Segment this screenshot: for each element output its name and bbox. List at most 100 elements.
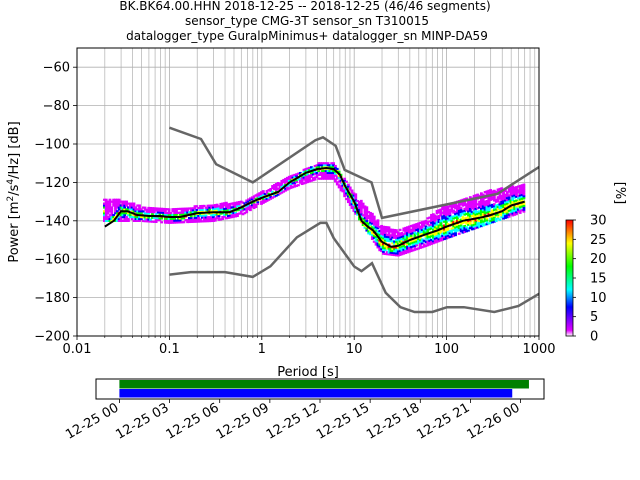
heatmap-cell [252, 197, 256, 200]
heatmap-cell [232, 213, 236, 216]
heatmap-cell [241, 213, 245, 216]
heatmap-cell [104, 200, 108, 203]
heatmap-cell [245, 209, 249, 212]
heatmap-cell [463, 209, 467, 212]
heatmap-cell [319, 177, 323, 180]
heatmap-cell [500, 198, 504, 201]
heatmap-cell [446, 232, 450, 235]
heatmap-cell [413, 239, 417, 242]
heatmap-cell [507, 198, 511, 201]
heatmap-cell [472, 223, 476, 226]
heatmap-cell [439, 221, 443, 225]
heatmap-cell [522, 206, 526, 209]
heatmap-cell [300, 180, 304, 184]
heatmap-cell [127, 202, 130, 205]
heatmap-cell [138, 208, 141, 211]
heatmap-cell [154, 207, 158, 210]
heatmap-cell [165, 211, 169, 215]
heatmap-cell [234, 207, 238, 210]
heatmap-cell [239, 210, 243, 213]
heatmap-cell [419, 237, 422, 240]
heatmap-cell [328, 164, 332, 167]
heatmap-cell [319, 162, 323, 165]
heatmap-cell [123, 214, 127, 217]
heatmap-cell [339, 181, 343, 184]
heatmap-cell [420, 224, 424, 228]
heatmap-cell [278, 184, 282, 188]
heatmap-cell [430, 223, 433, 226]
heatmap-cell [491, 196, 494, 199]
heatmap-cell [130, 217, 134, 221]
heatmap-cell [195, 218, 199, 221]
heatmap-cell [450, 216, 454, 219]
heatmap-cell [406, 247, 409, 250]
heatmap-cell [191, 220, 195, 223]
heatmap-cell [504, 199, 507, 202]
heatmap-cell [457, 209, 461, 212]
heatmap-cell [431, 217, 435, 220]
heatmap-cell [441, 236, 444, 239]
heatmap-cell [455, 204, 459, 207]
heatmap-cell [443, 218, 446, 221]
heatmap-cell [450, 206, 454, 209]
heatmap-cell [228, 214, 232, 217]
heatmap-cell [393, 246, 396, 249]
heatmap-cell [378, 247, 382, 250]
heatmap-cell [435, 232, 439, 236]
heatmap-cell [186, 207, 189, 210]
heatmap-cell [223, 213, 226, 216]
heatmap-cell [459, 224, 463, 227]
heatmap-cell [245, 205, 249, 208]
heatmap-cell [465, 207, 469, 210]
heatmap-cell [108, 202, 112, 205]
heatmap-cell [487, 210, 491, 214]
heatmap-cell [374, 235, 378, 238]
heatmap-cell [121, 202, 125, 205]
heatmap-cell [500, 206, 504, 209]
heatmap-cell [365, 227, 369, 230]
heatmap-cell [210, 214, 213, 217]
heatmap-cell [504, 203, 507, 206]
heatmap-cell [158, 211, 162, 214]
heatmap-cell [391, 251, 395, 254]
heatmap-cell [369, 229, 372, 232]
heatmap-cell [114, 198, 117, 201]
heatmap-cell [413, 235, 417, 238]
heatmap-cell [341, 190, 345, 193]
heatmap-cell [156, 211, 160, 214]
heatmap-cell [208, 218, 212, 221]
heatmap-cell [232, 202, 236, 205]
heatmap-cell [295, 173, 299, 176]
heatmap-cell [361, 218, 365, 221]
heatmap-cell [520, 197, 524, 200]
heatmap-cell [128, 214, 132, 217]
heatmap-cell [245, 207, 249, 210]
heatmap-cell [439, 220, 443, 223]
heatmap-cell [365, 208, 369, 211]
heatmap-cell [134, 206, 138, 209]
heatmap-cell [400, 239, 404, 242]
heatmap-cell [356, 199, 359, 203]
heatmap-cell [289, 184, 293, 187]
heatmap-cell [481, 201, 485, 204]
heatmap-cell [518, 207, 522, 211]
heatmap-cell [435, 223, 439, 226]
heatmap-cell [398, 249, 402, 253]
heatmap-cell [189, 220, 193, 223]
heatmap-cell [365, 217, 369, 221]
heatmap-cell [398, 234, 402, 237]
heatmap-cell [154, 218, 158, 222]
heatmap-cell [478, 225, 481, 228]
heatmap-cell [117, 204, 121, 207]
heatmap-cell [472, 221, 476, 224]
heatmap-cell [502, 215, 505, 218]
heatmap-cell [463, 201, 467, 205]
heatmap-cell [426, 240, 430, 243]
colorbar-tick-label: 10 [590, 291, 607, 306]
heatmap-cell [289, 182, 293, 186]
heatmap-cell [151, 212, 154, 216]
heatmap-cell [491, 211, 494, 214]
noise-model-high [168, 126, 539, 220]
y-label-part-3: /Hz] [dB] [7, 121, 22, 179]
heatmap-cell [468, 213, 472, 216]
